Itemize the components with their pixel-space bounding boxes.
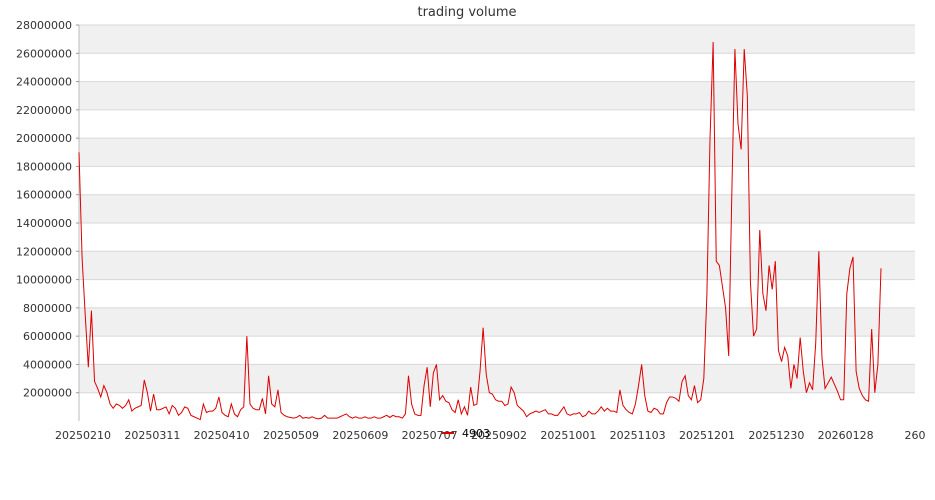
grid-band [79,81,915,110]
y-tick-label: 8000000 [23,302,72,315]
y-tick-label: 14000000 [16,217,72,230]
x-tick-label: 20250609 [332,429,388,442]
y-tick-label: 24000000 [16,76,72,89]
x-tick-label: 20260128 [818,429,874,442]
x-tick-label: 20250311 [124,429,180,442]
x-tick-label: 20251103 [610,429,666,442]
y-tick-label: 6000000 [23,330,72,343]
grid-band [79,251,915,280]
x-tick-label: 20250902 [471,429,527,442]
plot-background [79,25,915,393]
y-tick-label: 26000000 [16,47,72,60]
grid-band [79,364,915,393]
x-tick-label: 20251230 [748,429,804,442]
series-layer [78,41,882,421]
y-tick-label: 16000000 [16,189,72,202]
x-tick-label: 20250509 [263,429,319,442]
x-axis-ticks: 20250210 20250311 20250410 20250509 20250609… [55,429,926,442]
x-tick-label: 20251201 [679,429,735,442]
x-tick-label: 20250410 [194,429,250,442]
y-tick-label: 28000000 [16,19,72,32]
x-tick-label: 20251001 [540,429,596,442]
y-tick-label: 10000000 [16,274,72,287]
grid-band [79,25,915,54]
y-tick-label: 12000000 [16,245,72,258]
y-axis-ticks: 2000000 4000000 6000000 8000000 10000000 1200… [16,19,79,400]
grid-band [79,194,915,223]
legend: 4903 [442,427,490,440]
y-tick-label: 20000000 [16,132,72,145]
y-tick-label: 2000000 [23,387,72,400]
legend-label: 4903 [462,427,490,440]
grid-band [79,307,915,337]
grid-band [79,138,915,167]
x-tick-label: 260 [905,429,926,442]
gridlines [79,24,915,394]
chart-title: trading volume [417,5,516,20]
series-line-4903 [78,41,882,421]
x-tick-label: 20250707 [402,429,458,442]
y-tick-label: 4000000 [23,358,72,371]
y-tick-label: 22000000 [16,104,72,117]
x-tick-label: 20250210 [55,429,111,442]
y-tick-label: 18000000 [16,160,72,173]
